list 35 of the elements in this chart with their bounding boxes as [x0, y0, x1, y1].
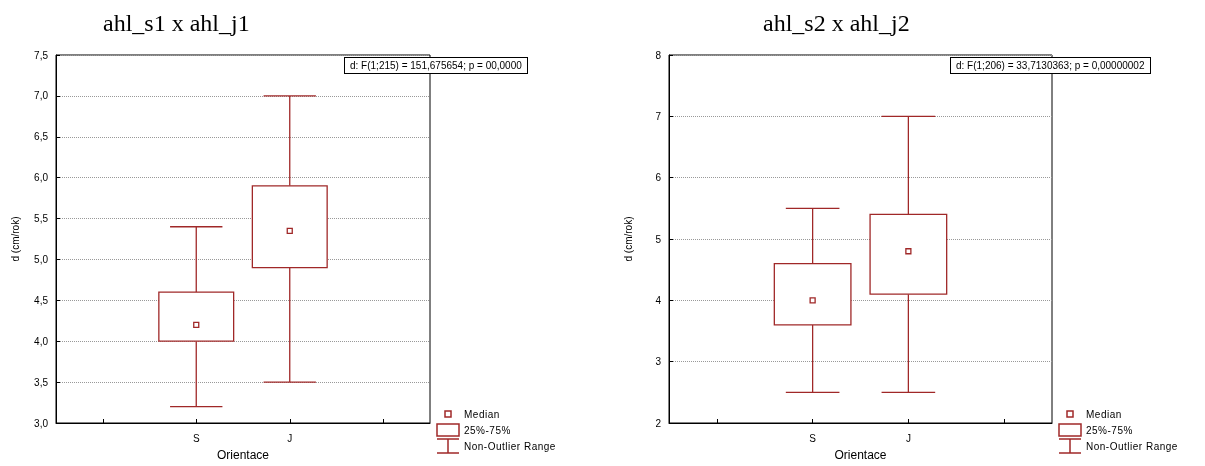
x-axis-title: Orientace — [834, 448, 887, 462]
text: 25%-75% — [464, 424, 511, 436]
y-tick-label: 7,5 — [34, 49, 49, 61]
y-tick-label: 7,0 — [34, 90, 49, 102]
text: Median — [464, 408, 500, 420]
y-tick-label: 3,5 — [34, 376, 49, 388]
y-tick-label: 3,0 — [34, 417, 49, 429]
y-tick-label: 8 — [655, 49, 662, 61]
y-tick-label: 4 — [655, 294, 662, 306]
x-tick-label: S — [192, 432, 200, 444]
chart-title: ahl_s2 x ahl_j2 — [763, 10, 910, 36]
y-tick-label: 4,0 — [34, 335, 49, 347]
text: Median — [1086, 408, 1122, 420]
x-tick-label: S — [809, 432, 817, 444]
chart-title: ahl_s1 x ahl_j1 — [103, 10, 250, 36]
y-axis-title: d (cm/rok) — [622, 216, 634, 262]
y-tick-label: 6 — [655, 172, 662, 184]
text: Non-Outlier Range — [464, 440, 556, 452]
y-tick-label: 5,0 — [34, 253, 49, 265]
y-tick-label: 6,5 — [34, 131, 49, 143]
y-tick-label: 7 — [655, 110, 662, 122]
y-tick-label: 5,5 — [34, 213, 49, 225]
y-tick-label: 6,0 — [34, 172, 49, 184]
x-tick-label: J — [905, 432, 911, 444]
annotation: d: F(1;215) = 151,675654; p = 00,0000 — [344, 57, 528, 74]
annotation: d: F(1;206) = 33,7130363; p = 0,00000002 — [950, 57, 1151, 74]
x-axis-title: Orientace — [216, 448, 270, 462]
y-tick-label: 5 — [655, 233, 662, 245]
y-tick-label: 4,5 — [34, 294, 49, 306]
y-axis-title: d (cm/rok) — [9, 216, 21, 262]
y-tick-label: 2 — [655, 417, 662, 429]
text: 25%-75% — [1086, 424, 1133, 436]
text: Non-Outlier Range — [1086, 440, 1178, 452]
y-tick-label: 3 — [655, 356, 662, 368]
x-tick-label: J — [287, 432, 293, 444]
